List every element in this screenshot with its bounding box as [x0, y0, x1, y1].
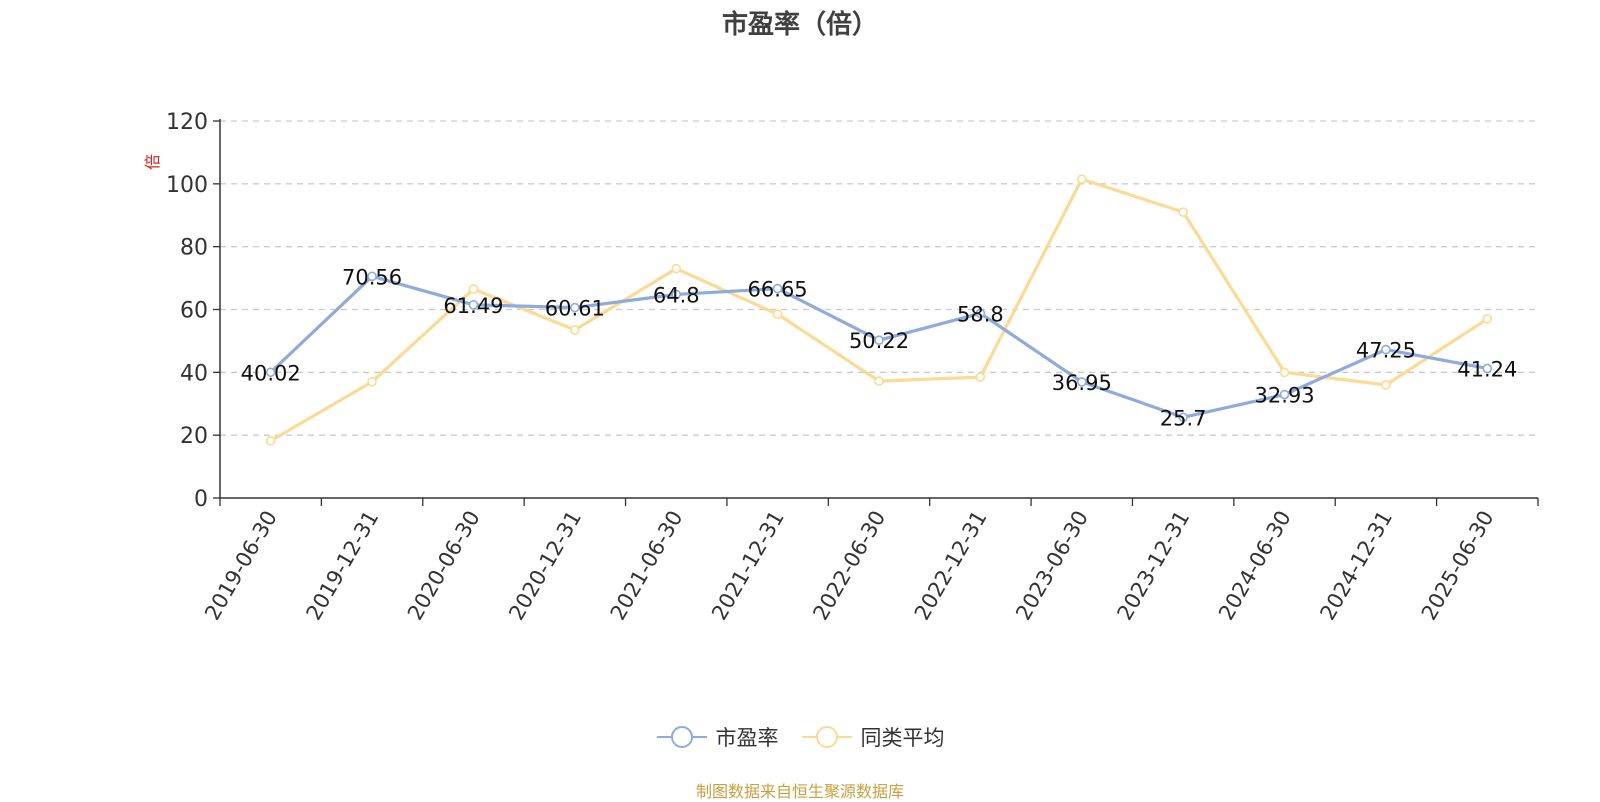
x-tick-label: 2022-06-30 — [808, 507, 890, 625]
data-label: 66.65 — [748, 278, 808, 302]
data-point — [874, 335, 884, 346]
data-label: 41.24 — [1457, 357, 1517, 381]
data-point — [265, 436, 276, 446]
legend: 市盈率 同类平均 — [0, 720, 1600, 754]
data-label: 47.25 — [1356, 339, 1416, 363]
y-tick-label: 100 — [166, 173, 208, 198]
y-tick-label: 20 — [180, 424, 208, 449]
data-point — [367, 376, 377, 387]
x-tick-label: 2021-12-31 — [707, 507, 789, 625]
x-tick-label: 2023-12-31 — [1113, 507, 1195, 625]
legend-label-pe: 市盈率 — [715, 726, 779, 750]
data-point — [468, 300, 479, 310]
data-label: 64.8 — [653, 283, 700, 307]
data-label: 36.95 — [1052, 371, 1112, 395]
data-point — [975, 308, 986, 319]
data-point — [975, 372, 986, 382]
data-label: 70.56 — [342, 265, 402, 289]
legend-item-pe[interactable]: 市盈率 — [656, 722, 779, 752]
source-note: 制图数据来自恒生聚源数据库 — [695, 782, 904, 801]
x-tick-label: 2020-12-31 — [504, 507, 586, 625]
y-tick-label: 40 — [180, 361, 208, 386]
data-point — [468, 284, 479, 294]
data-point — [1279, 389, 1290, 400]
data-point — [1178, 207, 1188, 217]
data-point — [772, 283, 783, 294]
data-label: 58.8 — [957, 302, 1004, 326]
data-point — [671, 263, 682, 274]
data-point — [1482, 363, 1493, 374]
x-tick-label: 2023-06-30 — [1011, 507, 1093, 625]
data-point — [1279, 367, 1290, 378]
legend-label-peer-average: 同类平均 — [860, 726, 945, 750]
y-tick-label: 60 — [180, 299, 208, 324]
data-point — [1381, 380, 1391, 390]
y-tick-label: 0 — [194, 487, 208, 512]
data-label: 25.7 — [1160, 406, 1207, 430]
data-point — [265, 367, 276, 378]
x-tick-label: 2020-06-30 — [403, 507, 485, 625]
data-label: 32.93 — [1254, 384, 1314, 408]
chart-title: 市盈率（倍） — [721, 10, 878, 40]
data-point — [772, 309, 783, 320]
x-tick-label: 2024-12-31 — [1315, 507, 1397, 625]
x-tick-label: 2024-06-30 — [1214, 507, 1296, 625]
data-point — [570, 325, 580, 335]
y-tick-label: 120 — [166, 110, 208, 135]
legend-marker-pe-icon — [656, 726, 707, 748]
x-tick-label: 2019-12-31 — [302, 507, 384, 625]
x-tick-label: 2022-12-31 — [910, 507, 992, 625]
data-label: 50.22 — [849, 329, 909, 353]
legend-item-peer-average[interactable]: 同类平均 — [801, 722, 945, 752]
data-label: 40.02 — [241, 361, 301, 385]
data-label: 61.49 — [443, 294, 503, 318]
x-tick-label: 2019-06-30 — [200, 507, 282, 625]
data-point — [1178, 412, 1188, 423]
y-axis-label: 倍 — [143, 154, 162, 170]
data-point — [1076, 377, 1087, 387]
data-point — [671, 289, 682, 300]
data-point — [874, 376, 884, 386]
data-label: 60.61 — [545, 297, 605, 321]
data-point — [570, 302, 580, 313]
data-point — [1076, 174, 1087, 184]
x-tick-label: 2021-06-30 — [606, 507, 688, 625]
data-point — [1482, 314, 1493, 324]
data-point — [1381, 344, 1391, 355]
y-tick-label: 80 — [180, 236, 208, 261]
legend-marker-peer-average-icon — [801, 726, 852, 748]
x-tick-label: 2025-06-30 — [1417, 507, 1499, 625]
data-point — [367, 271, 377, 282]
